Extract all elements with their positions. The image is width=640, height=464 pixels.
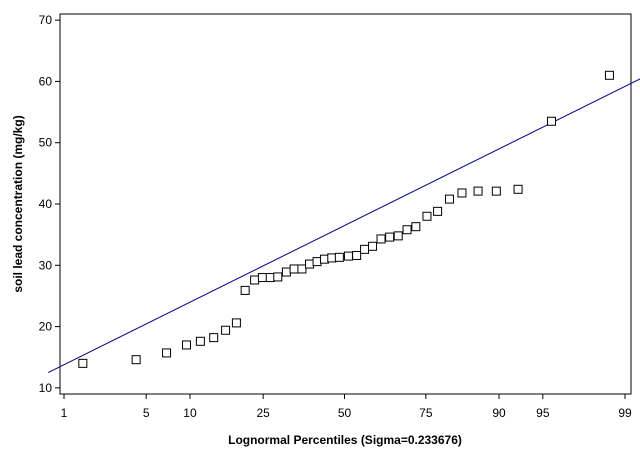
data-point [514, 185, 522, 193]
x-tick-label: 10 [183, 406, 197, 420]
x-axis-title: Lognormal Percentiles (Sigma=0.233676) [228, 433, 462, 447]
y-axis-title: soil lead concentration (mg/kg) [11, 115, 25, 292]
y-tick-label: 40 [39, 197, 53, 211]
data-point [313, 258, 321, 266]
y-tick-label: 70 [39, 13, 53, 27]
data-point [258, 274, 266, 282]
data-point [132, 356, 140, 364]
x-tick-label: 75 [419, 406, 433, 420]
data-point [361, 245, 369, 253]
data-point [196, 337, 204, 345]
data-point [306, 260, 314, 268]
data-point [434, 207, 442, 215]
y-tick-label: 30 [39, 258, 53, 272]
data-point [492, 187, 500, 195]
y-axis: 10 20 30 40 50 60 70 [39, 13, 60, 395]
x-axis: 1 5 10 25 50 75 90 95 99 [61, 394, 632, 420]
data-point [241, 286, 249, 294]
plot-frame [60, 14, 631, 394]
data-point [266, 274, 274, 282]
data-point [298, 265, 306, 273]
data-point [344, 252, 352, 260]
y-tick-label: 50 [39, 136, 53, 150]
x-tick-label: 5 [143, 406, 150, 420]
data-point [328, 254, 336, 262]
data-point [445, 195, 453, 203]
data-point [474, 187, 482, 195]
y-tick-label: 10 [39, 381, 53, 395]
data-point [394, 232, 402, 240]
data-point [386, 233, 394, 241]
data-point [282, 268, 290, 276]
data-points [79, 71, 614, 367]
data-point [605, 71, 613, 79]
data-point [403, 226, 411, 234]
data-point [222, 326, 230, 334]
data-point [290, 265, 298, 273]
data-point [232, 319, 240, 327]
data-point [182, 341, 190, 349]
data-point [548, 117, 556, 125]
data-point [369, 242, 377, 250]
data-point [251, 276, 259, 284]
data-point [79, 359, 87, 367]
y-tick-label: 20 [39, 320, 53, 334]
data-point [163, 349, 171, 357]
data-point [423, 212, 431, 220]
x-tick-label: 90 [492, 406, 506, 420]
x-tick-label: 95 [536, 406, 550, 420]
data-point [353, 251, 361, 259]
data-point [320, 255, 328, 263]
data-point [377, 235, 385, 243]
data-point [210, 334, 218, 342]
y-tick-label: 60 [39, 74, 53, 88]
x-tick-label: 25 [256, 406, 270, 420]
data-point [335, 253, 343, 261]
x-tick-label: 99 [618, 406, 632, 420]
data-point [412, 223, 420, 231]
data-point [274, 273, 282, 281]
data-point [458, 189, 466, 197]
x-tick-label: 50 [338, 406, 352, 420]
x-tick-label: 1 [61, 406, 68, 420]
